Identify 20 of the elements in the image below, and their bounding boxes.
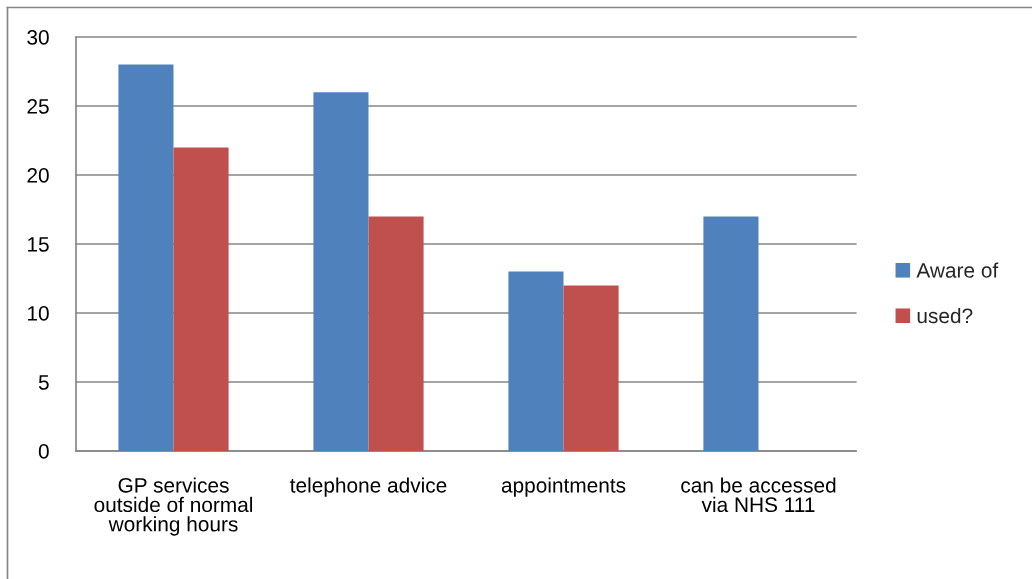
x-tick-label: GP services outside of normal working hours [94, 477, 253, 536]
x-tick-label: telephone advice [290, 477, 447, 497]
y-tick-label: 15 [28, 237, 49, 252]
bar [313, 92, 369, 451]
bar [703, 216, 759, 451]
y-tick-label: 0 [38, 444, 49, 459]
bar [563, 285, 619, 451]
bar [368, 216, 424, 451]
x-tick-label: can be accessed via NHS 111 [681, 477, 836, 513]
y-tick-label: 25 [27, 99, 49, 114]
bar [118, 64, 174, 451]
legend-label: Aware of [916, 262, 999, 278]
bar [173, 147, 229, 451]
y-tick-label: 10 [28, 306, 49, 321]
x-tick-label: appointments [501, 477, 626, 497]
y-tick-label: 30 [27, 30, 49, 45]
bar [508, 271, 564, 451]
y-tick-label: 20 [27, 168, 49, 183]
y-tick-label: 5 [38, 375, 49, 390]
legend-label: used? [917, 307, 973, 324]
